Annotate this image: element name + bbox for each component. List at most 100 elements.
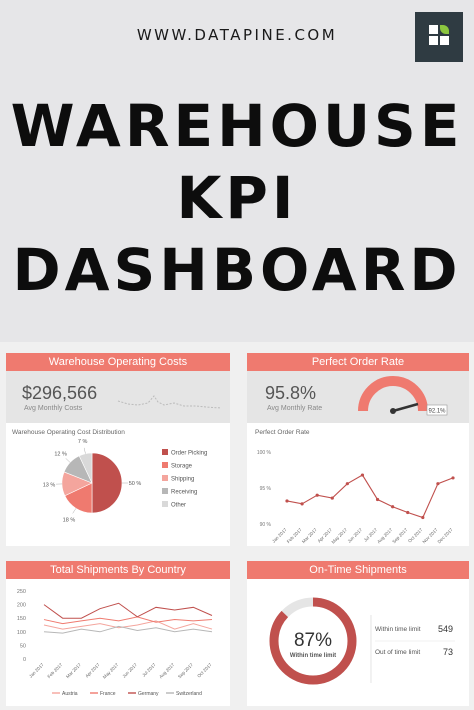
data-point <box>391 505 395 509</box>
series-line <box>43 620 213 630</box>
data-point <box>375 497 380 502</box>
pie-data-label: 18 % <box>63 517 76 523</box>
logo-leaf <box>440 25 449 34</box>
x-tick-label: May 2017 <box>102 662 120 680</box>
gauge-needle <box>392 402 419 413</box>
pie-slice <box>78 452 93 484</box>
legend-label: Receiving <box>171 490 197 496</box>
data-point <box>360 473 365 477</box>
x-tick-label: Mar 2017 <box>65 662 82 679</box>
y-tick-label: 150 <box>17 616 26 622</box>
x-tick-label: Feb 2017 <box>46 662 63 679</box>
legend-swatch <box>162 449 168 455</box>
legend-swatch <box>162 501 168 507</box>
hero-title-line-3: DASHBOARD <box>12 236 462 304</box>
logo-square <box>440 36 449 45</box>
y-tick-label: 100 <box>17 630 26 636</box>
site-url[interactable]: WWW.DATAPINE.COM <box>136 26 338 44</box>
y-tick-label: 0 <box>23 657 26 663</box>
data-point <box>315 493 319 497</box>
data-point <box>406 510 410 515</box>
kpi-band: $296,566 Avg Monthly Costs <box>6 371 230 423</box>
pie-data-label: 7 % <box>78 439 88 445</box>
kpi-caption: Avg Monthly Rate <box>267 405 323 412</box>
legend-swatch <box>162 488 168 494</box>
kpi-value: 95.8% <box>265 383 317 403</box>
data-point <box>300 502 304 506</box>
hero-title-line-1: WAREHOUSE <box>10 92 464 160</box>
y-tick-label: 250 <box>17 589 26 595</box>
series-line <box>286 474 454 519</box>
chart-title: Perfect Order Rate <box>255 429 310 436</box>
gauge: 92.1% <box>358 376 448 416</box>
x-tick-label: Aug 2017 <box>158 662 176 680</box>
pie-leader-line <box>83 447 86 454</box>
panel-title: Perfect Order Rate <box>247 353 469 371</box>
series-line <box>43 602 213 619</box>
x-tick-label: May 2017 <box>331 527 349 545</box>
y-tick-label: 50 <box>20 643 26 649</box>
ontime-row-value: 549 <box>438 624 453 634</box>
kpi-value: $296,566 <box>22 383 98 403</box>
pie-leader-line <box>65 458 71 463</box>
x-tick-label: Dec 2017 <box>437 527 455 545</box>
dashboard: Warehouse Operating Costs $296,566 Avg M… <box>0 342 474 710</box>
legend-swatch <box>162 462 168 468</box>
kpi-band: 95.8% Avg Monthly Rate 92.1% <box>247 371 469 423</box>
legend-label: Germany <box>138 691 159 697</box>
panel-title: On-Time Shipments <box>247 561 469 579</box>
gauge-value-box <box>426 404 448 416</box>
on-time-donut: 87% Within time limit Within time limit … <box>269 597 455 685</box>
legend-label: Shipping <box>171 477 194 483</box>
x-tick-label: Jun 2017 <box>347 527 364 544</box>
panel-total-shipments: Total Shipments By Country 0 50 100 150 200 2… <box>6 561 230 706</box>
pie-chart: 50 % 18 % 13 % 12 % 7 % Order Picking Storage S… <box>43 439 208 523</box>
x-tick-label: Sep 2017 <box>391 527 409 545</box>
legend-label: Order Picking <box>171 451 207 457</box>
panel-perfect-order-rate: Perfect Order Rate 95.8% Avg Monthly Rat… <box>247 353 469 546</box>
pie-data-label: 12 % <box>54 452 67 458</box>
y-tick-label: 95 % <box>260 486 272 492</box>
sparkline <box>117 395 222 409</box>
chart-title: Warehouse Operating Cost Distribution <box>12 429 125 436</box>
data-point <box>330 496 334 500</box>
pie-leader-line <box>72 508 77 514</box>
x-tick-label: Jun 2017 <box>121 662 138 679</box>
donut-value-arc <box>269 597 357 685</box>
datapine-logo-icon[interactable] <box>415 12 463 62</box>
y-tick-label: 90 % <box>260 522 272 528</box>
panel-on-time-shipments: On-Time Shipments 87% Within time limit … <box>247 561 469 706</box>
x-tick-label: Jul 2017 <box>141 662 157 678</box>
gauge-arc <box>358 376 428 412</box>
data-point <box>285 499 289 503</box>
pie-data-label: 13 % <box>43 482 56 488</box>
series-line <box>43 625 213 634</box>
ontime-row-label: Out of time limit <box>375 649 420 656</box>
ontime-row-label: Within time limit <box>375 626 421 633</box>
legend-label: Other <box>171 503 186 509</box>
data-point <box>451 476 455 480</box>
x-tick-label: Sep 2017 <box>177 662 195 680</box>
y-tick-label: 200 <box>17 603 26 609</box>
x-tick-label: Oct 2017 <box>196 662 213 679</box>
gauge-value: 92.1% <box>428 409 446 415</box>
gauge-hub <box>390 408 396 414</box>
logo-square <box>429 25 438 34</box>
data-point <box>436 482 440 486</box>
panel-operating-costs: Warehouse Operating Costs $296,566 Avg M… <box>6 353 230 546</box>
legend-swatch <box>162 475 168 481</box>
y-tick-label: 100 % <box>257 450 272 456</box>
data-point <box>345 482 349 486</box>
x-tick-label: Apr 2017 <box>84 662 101 679</box>
x-tick-label: Mar 2017 <box>301 527 318 544</box>
pie-data-label: 50 % <box>129 481 142 487</box>
donut-percent: 87% <box>294 630 332 651</box>
series-line <box>43 616 213 625</box>
pie-slice <box>91 452 123 514</box>
legend-label: Austria <box>62 691 78 697</box>
donut-percent-label: Within time limit <box>290 653 336 659</box>
panel-title: Warehouse Operating Costs <box>6 353 230 371</box>
ontime-row-value: 73 <box>443 647 453 657</box>
